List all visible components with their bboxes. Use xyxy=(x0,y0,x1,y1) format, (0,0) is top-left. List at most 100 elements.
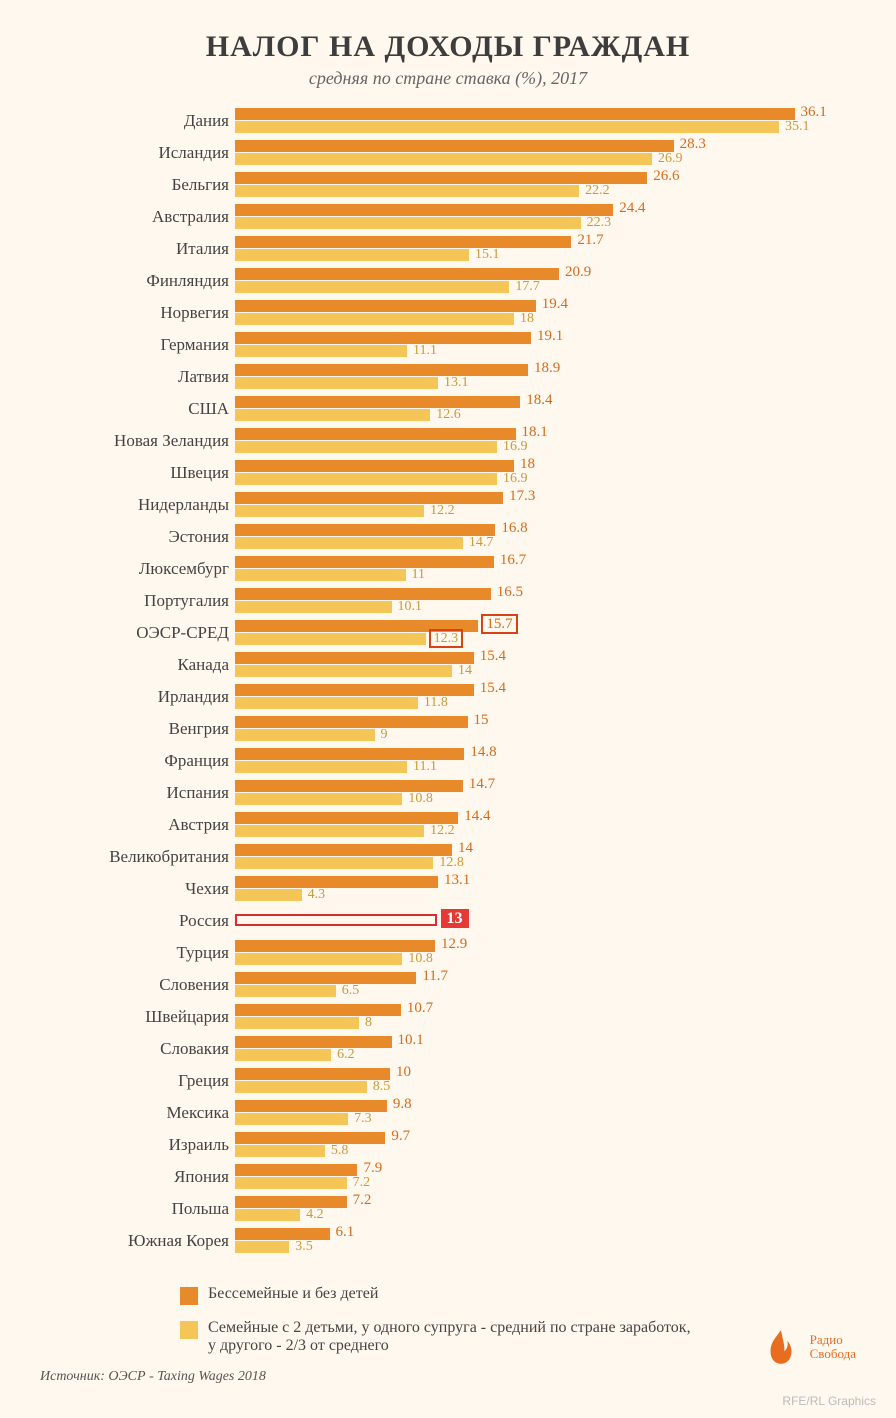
bar-series2 xyxy=(235,281,509,293)
bar-series1 xyxy=(235,1004,401,1016)
bar-series2 xyxy=(235,729,375,741)
chart-row: Израиль9.75.8 xyxy=(40,1129,856,1161)
bar-group: 1412.8 xyxy=(235,841,856,873)
bar-series1 xyxy=(235,1164,357,1176)
bar-series2 xyxy=(235,601,392,613)
bar-value-2: 12.6 xyxy=(436,407,461,423)
bar-value-1: 15.4 xyxy=(480,648,506,665)
bar-value-2: 4.2 xyxy=(306,1207,324,1223)
bar-series2 xyxy=(235,313,514,325)
bar-value-1: 24.4 xyxy=(619,200,645,217)
bar-series2 xyxy=(235,1177,347,1189)
bar-value-2: 7.2 xyxy=(353,1175,371,1191)
bar-value-1: 14.4 xyxy=(464,808,490,825)
bar-series1 xyxy=(235,300,536,312)
bar-value-1: 15.7 xyxy=(484,616,517,633)
bar-series2 xyxy=(235,1113,348,1125)
legend-item-2: Семейные с 2 детьми, у одного супруга - … xyxy=(180,1319,700,1355)
chart-row: Чехия13.14.3 xyxy=(40,873,856,905)
legend-item-1: Бессемейные и без детей xyxy=(180,1285,700,1305)
bar-value-1: 13 xyxy=(441,910,469,928)
country-label: Финляндия xyxy=(40,265,235,297)
chart-row: ОЭСР-СРЕД15.712.3 xyxy=(40,617,856,649)
country-label: Словакия xyxy=(40,1033,235,1065)
bar-series1 xyxy=(235,716,468,728)
bar-value-1: 28.3 xyxy=(680,136,706,153)
bar-value-2: 22.2 xyxy=(585,183,610,199)
bar-series2 xyxy=(235,409,430,421)
bar-series2 xyxy=(235,249,469,261)
country-label: Люксембург xyxy=(40,553,235,585)
bar-value-1: 6.1 xyxy=(336,1224,355,1241)
bar-series1 xyxy=(235,588,491,600)
bar-series1 xyxy=(235,1228,330,1240)
legend-swatch-1 xyxy=(180,1287,198,1305)
bar-group: 6.13.5 xyxy=(235,1225,856,1257)
bar-series1 xyxy=(235,524,495,536)
bar-chart: Дания36.135.1Исландия28.326.9Бельгия26.6… xyxy=(40,105,856,1257)
bar-value-2: 14 xyxy=(458,663,472,679)
bar-series2 xyxy=(235,1145,325,1157)
bar-value-1: 15.4 xyxy=(480,680,506,697)
bar-group: 9.87.3 xyxy=(235,1097,856,1129)
bar-series1 xyxy=(235,940,435,952)
flame-icon xyxy=(760,1326,802,1368)
footer-logo: Радио Свобода xyxy=(760,1326,856,1368)
bar-series2 xyxy=(235,1049,331,1061)
bar-value-2: 11 xyxy=(412,567,425,583)
bar-series2 xyxy=(235,633,426,645)
bar-series2 xyxy=(235,121,779,133)
chart-row: Франция14.811.1 xyxy=(40,745,856,777)
bar-series2 xyxy=(235,505,424,517)
chart-row: Дания36.135.1 xyxy=(40,105,856,137)
bar-series1 xyxy=(235,396,520,408)
country-label: Испания xyxy=(40,777,235,809)
legend: Бессемейные и без детей Семейные с 2 дет… xyxy=(180,1285,856,1355)
bar-group: 108.5 xyxy=(235,1065,856,1097)
bar-value-1: 16.5 xyxy=(497,584,523,601)
bar-series1 xyxy=(235,268,559,280)
bar-value-1: 9.8 xyxy=(393,1096,412,1113)
bar-value-2: 9 xyxy=(381,727,388,743)
country-label: Австралия xyxy=(40,201,235,233)
bar-group: 1816.9 xyxy=(235,457,856,489)
chart-row: Новая Зеландия18.116.9 xyxy=(40,425,856,457)
bar-group: 18.116.9 xyxy=(235,425,856,457)
chart-row: Греция108.5 xyxy=(40,1065,856,1097)
country-label: Австрия xyxy=(40,809,235,841)
country-label: Словения xyxy=(40,969,235,1001)
bar-value-2: 16.9 xyxy=(503,471,528,487)
chart-row: Венгрия159 xyxy=(40,713,856,745)
bar-group: 10.78 xyxy=(235,1001,856,1033)
country-label: Нидерланды xyxy=(40,489,235,521)
bar-value-2: 12.2 xyxy=(430,503,455,519)
bar-series1 xyxy=(235,1196,347,1208)
bar-group: 19.111.1 xyxy=(235,329,856,361)
bar-series2 xyxy=(235,985,336,997)
bar-value-2: 12.8 xyxy=(439,855,464,871)
bar-value-1: 26.6 xyxy=(653,168,679,185)
country-label: Япония xyxy=(40,1161,235,1193)
bar-group: 18.913.1 xyxy=(235,361,856,393)
chart-row: Нидерланды17.312.2 xyxy=(40,489,856,521)
bar-value-2: 4.3 xyxy=(308,887,326,903)
bar-group: 36.135.1 xyxy=(235,105,856,137)
bar-series1 xyxy=(235,492,503,504)
chart-row: Канада15.414 xyxy=(40,649,856,681)
bar-series1 xyxy=(235,364,528,376)
bar-series1 xyxy=(235,460,514,472)
bar-series2 xyxy=(235,761,407,773)
country-label: Турция xyxy=(40,937,235,969)
bar-group: 12.910.8 xyxy=(235,937,856,969)
bar-value-2: 12.2 xyxy=(430,823,455,839)
bar-series1 xyxy=(235,652,474,664)
bar-value-1: 19.4 xyxy=(542,296,568,313)
bar-value-1: 12.9 xyxy=(441,936,467,953)
bar-group: 15.712.3 xyxy=(235,617,856,649)
country-label: Германия xyxy=(40,329,235,361)
bar-series2 xyxy=(235,889,302,901)
legend-swatch-2 xyxy=(180,1321,198,1339)
bar-value-2: 6.2 xyxy=(337,1047,355,1063)
bar-group: 28.326.9 xyxy=(235,137,856,169)
bar-series2 xyxy=(235,697,418,709)
